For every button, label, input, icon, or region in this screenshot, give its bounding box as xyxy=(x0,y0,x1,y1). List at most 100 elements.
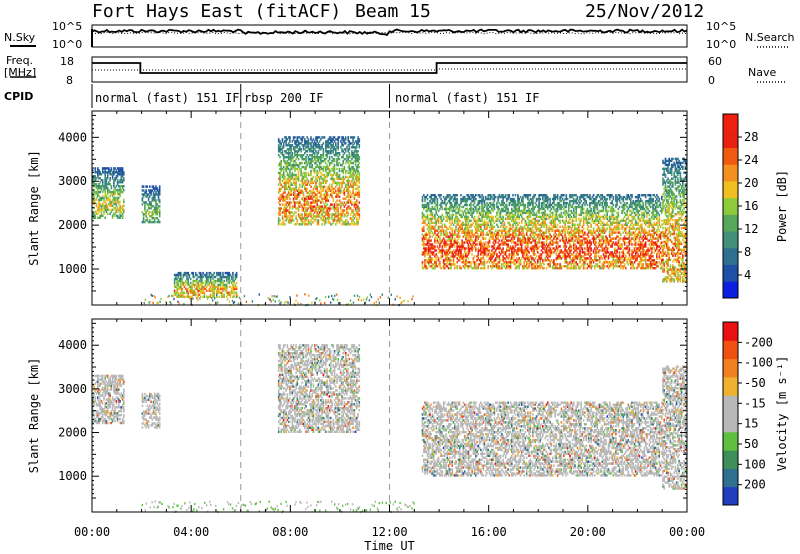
echo-cell xyxy=(358,173,361,177)
echo-cell xyxy=(493,203,496,207)
echo-cell xyxy=(421,237,424,240)
echo-cell xyxy=(551,219,554,222)
echo-cell xyxy=(302,183,305,186)
echo-cell xyxy=(503,243,506,246)
echo-cell xyxy=(357,175,359,179)
echo-cell xyxy=(335,211,337,214)
echo-cell xyxy=(461,205,463,209)
echo-cell xyxy=(454,229,456,232)
echo-cell xyxy=(234,273,237,277)
echo-cell xyxy=(111,171,114,174)
echo-cell xyxy=(358,207,361,210)
echo-cell xyxy=(235,287,238,291)
echo-cell xyxy=(223,287,225,291)
echo-cell xyxy=(233,295,235,298)
echo-cell xyxy=(312,217,315,220)
echo-cell xyxy=(349,213,352,216)
echo-cell xyxy=(94,171,97,174)
echo-cell xyxy=(511,257,513,260)
echo-cell xyxy=(282,211,285,214)
echo-cell xyxy=(451,221,454,224)
echo-cell xyxy=(544,259,546,262)
echo-cell xyxy=(229,293,232,296)
echo-cell xyxy=(310,177,312,181)
echo-cell xyxy=(281,215,284,218)
echo-cell xyxy=(436,197,439,201)
echo-cell xyxy=(109,204,111,208)
echo-cell xyxy=(118,202,120,206)
echo-cell xyxy=(353,183,356,186)
echo-cell xyxy=(113,198,115,202)
echo-cell xyxy=(94,210,97,213)
echo-cell xyxy=(330,223,332,226)
echo-cell xyxy=(555,251,558,254)
echo-cell xyxy=(111,216,114,219)
echo-cell xyxy=(432,227,435,230)
echo-cell xyxy=(277,144,280,147)
echo-cell xyxy=(556,249,559,252)
echo-cell xyxy=(315,197,317,200)
echo-cell xyxy=(321,199,323,202)
echo-cell xyxy=(108,171,110,174)
echo-cell xyxy=(421,213,424,217)
echo-cell xyxy=(465,203,467,207)
echo-cell xyxy=(515,261,518,264)
echo-cell xyxy=(476,225,478,228)
echo-cell xyxy=(142,215,145,218)
echo-cell xyxy=(564,221,566,224)
echo-cell xyxy=(463,251,466,254)
echo-cell xyxy=(426,201,429,205)
echo-cell xyxy=(116,171,119,174)
echo-cell xyxy=(316,140,318,143)
echo-cell xyxy=(310,154,312,157)
echo-cell xyxy=(489,229,492,232)
echo-cell xyxy=(230,287,233,291)
echo-cell xyxy=(286,193,289,196)
echo-cell xyxy=(543,237,545,240)
echo-cell xyxy=(301,191,304,194)
echo-cell xyxy=(473,209,476,213)
echo-cell xyxy=(542,205,544,209)
echo-cell xyxy=(297,154,300,157)
echo-cell xyxy=(530,249,533,252)
echo-cell xyxy=(432,194,435,197)
echo-cell xyxy=(356,142,358,145)
echo-cell xyxy=(284,167,286,171)
echo-cell xyxy=(437,219,440,222)
echo-cell xyxy=(508,201,511,205)
echo-cell xyxy=(113,212,115,215)
echo-cell xyxy=(461,215,463,219)
echo-cell xyxy=(152,209,155,212)
echo-cell xyxy=(292,201,295,204)
echo-cell xyxy=(354,140,357,143)
echo-cell xyxy=(534,221,537,224)
echo-cell xyxy=(277,189,280,192)
echo-cell xyxy=(440,201,442,205)
echo-cell xyxy=(287,189,290,192)
echo-cell xyxy=(456,217,458,221)
echo-cell xyxy=(295,158,297,161)
echo-cell xyxy=(277,219,280,222)
echo-cell xyxy=(503,229,506,232)
echo-cell xyxy=(425,203,427,207)
echo-cell xyxy=(434,259,436,262)
echo-cell xyxy=(519,241,522,244)
echo-cell xyxy=(113,202,115,206)
echo-cell xyxy=(523,265,525,268)
echo-cell xyxy=(277,177,280,181)
echo-cell xyxy=(106,188,109,192)
echo-cell xyxy=(517,197,519,201)
echo-cell xyxy=(307,140,310,143)
echo-cell xyxy=(502,241,504,244)
echo-cell xyxy=(476,223,478,226)
echo-cell xyxy=(352,171,354,175)
echo-cell xyxy=(513,229,516,232)
echo-cell xyxy=(514,221,517,224)
echo-cell xyxy=(548,245,550,248)
echo-cell xyxy=(497,209,499,213)
echo-cell xyxy=(533,205,535,209)
echo-cell xyxy=(512,261,514,264)
echo-cell xyxy=(509,223,512,226)
echo-cell xyxy=(317,215,320,218)
echo-cell xyxy=(349,175,352,179)
